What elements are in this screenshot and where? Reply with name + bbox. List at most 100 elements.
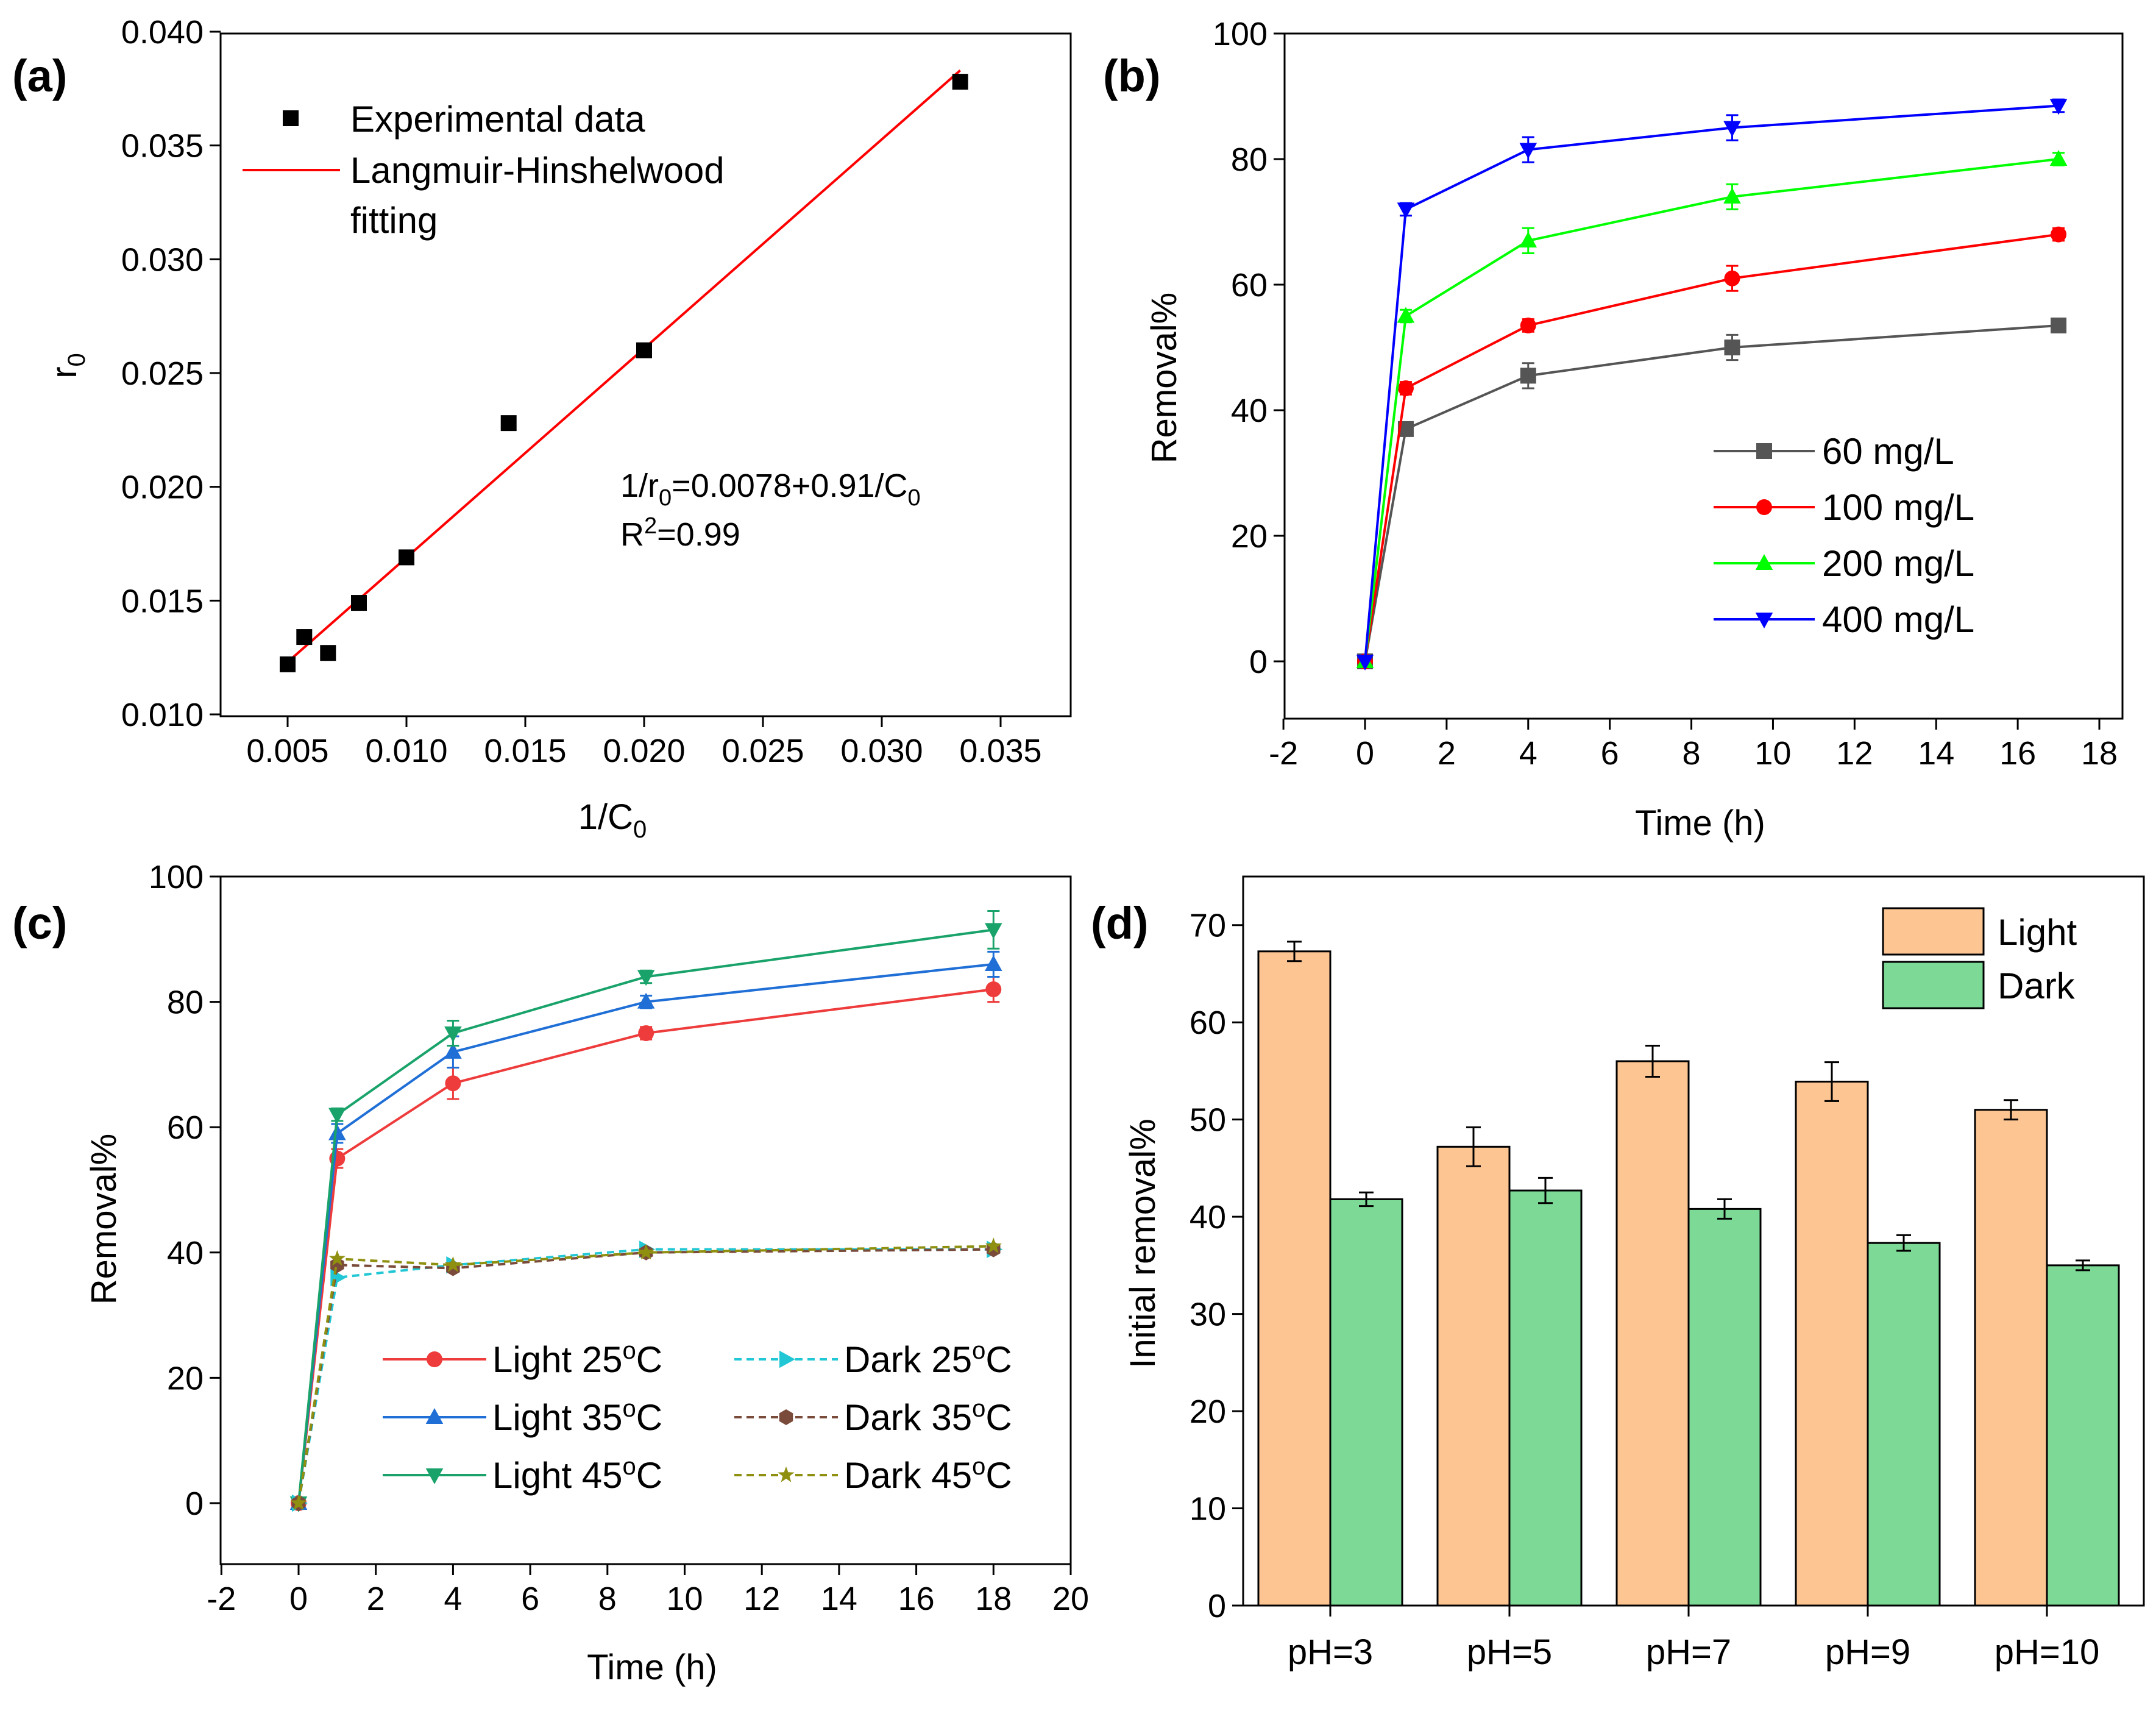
- x-tick-label: 0.030: [840, 733, 923, 769]
- legend-light: Light: [1998, 912, 2077, 953]
- x-tick-label: 14: [821, 1581, 857, 1617]
- x-axis-label: 1/C0: [578, 797, 647, 843]
- data-point: [1520, 317, 1536, 333]
- legend-marker-experimental: [283, 110, 299, 126]
- data-point: [500, 415, 517, 432]
- x-tick-label: 4: [1519, 735, 1537, 772]
- series-line: [297, 1245, 994, 1504]
- series-line: [1364, 158, 2059, 662]
- panel-a: (a) 0.005 0.010 0.015 0.020 0.025 0.030 0.035 0…: [12, 14, 1072, 843]
- data-point: [1519, 143, 1537, 159]
- legend-swatch-dark: [1882, 961, 1985, 1009]
- data-point: [328, 1250, 346, 1266]
- legend-label: Dark 35oC: [844, 1395, 1012, 1438]
- y-tick-label: 10: [1190, 1491, 1226, 1528]
- fit-equation: 1/r0=0.0078+0.91/C0: [620, 468, 921, 511]
- y-axis-label: Removal%: [1144, 293, 1184, 463]
- y-axis-label: Removal%: [84, 1134, 124, 1304]
- panel-d: (d) 0 10 20 30 40 50 60 70 pH=3 pH=5 pH=7 pH=9 pH=1…: [1091, 875, 2145, 1672]
- x-tick-label: 18: [2081, 735, 2118, 772]
- legend-marker: [779, 1409, 793, 1425]
- data-point: [296, 629, 313, 646]
- legend-marker: [1755, 612, 1773, 628]
- data-point: [1519, 231, 1537, 247]
- y-tick-label: 20: [167, 1360, 204, 1396]
- legend-experimental: Experimental data: [350, 99, 645, 140]
- data-point: [351, 595, 367, 611]
- y-tick-label: 100: [149, 859, 204, 895]
- legend-marker: [425, 1468, 444, 1484]
- bar-dark: [1687, 1208, 1762, 1607]
- x-axis-label: Time (h): [1635, 803, 1765, 843]
- y-tick-label: 20: [1231, 518, 1268, 555]
- x-tick-label: 0.025: [722, 733, 804, 769]
- legend-marker: [425, 1408, 444, 1425]
- y-tick-label: 0.015: [121, 583, 204, 619]
- y-tick-label: 100: [1213, 16, 1268, 52]
- y-tick-label: 70: [1190, 908, 1226, 944]
- panel-a-label: (a): [12, 51, 67, 101]
- y-tick-label: 0.020: [121, 469, 204, 506]
- x-tick-label: 0.015: [484, 733, 566, 769]
- data-point: [1397, 202, 1415, 219]
- data-point: [444, 1026, 462, 1042]
- x-tick-label: 0.010: [365, 733, 447, 769]
- x-tick-label: pH=10: [1995, 1632, 2100, 1672]
- data-point: [290, 1494, 307, 1510]
- x-tick-label: 6: [521, 1581, 539, 1617]
- data-point: [636, 342, 652, 358]
- x-axis-label: Time (h): [587, 1648, 717, 1687]
- y-tick-label: 0: [1208, 1588, 1226, 1624]
- data-point: [1724, 340, 1740, 355]
- x-tick-label: -2: [1269, 735, 1298, 772]
- y-tick-label: 40: [167, 1235, 204, 1272]
- bar-dark: [1508, 1189, 1583, 1607]
- data-point: [1397, 307, 1415, 323]
- series-60-mg/L: [1357, 317, 2067, 669]
- x-tick-label: pH=9: [1825, 1632, 1910, 1672]
- x-tick-label: 10: [666, 1581, 703, 1617]
- bar-dark: [1867, 1242, 1941, 1607]
- x-tick-label: 20: [1052, 1581, 1089, 1617]
- x-tick-label: 12: [1836, 735, 1873, 772]
- data-point: [985, 955, 1002, 971]
- panel-c: (c) -2 0 2 4 6 8 10 12 14 16 18 20 0 20 40 60 80 100 Ligh…: [12, 859, 1089, 1687]
- x-tick-label: 18: [975, 1581, 1012, 1617]
- legend-label: 60 mg/L: [1822, 431, 1954, 472]
- x-tick-label: 8: [1683, 735, 1701, 772]
- data-point: [985, 981, 1002, 998]
- data-point: [444, 1042, 462, 1059]
- x-tick-label: 16: [898, 1581, 935, 1617]
- y-tick-label: 0: [1249, 644, 1268, 680]
- data-point: [637, 1243, 654, 1260]
- y-tick-label: 60: [1190, 1005, 1226, 1041]
- data-point: [638, 1025, 654, 1041]
- legend-label: 200 mg/L: [1822, 543, 1974, 584]
- x-tick-label: 0.020: [603, 733, 685, 769]
- y-tick-label: 30: [1190, 1297, 1226, 1333]
- x-tick-label: -2: [207, 1581, 236, 1617]
- x-tick-label: pH=5: [1467, 1632, 1552, 1672]
- data-point: [2051, 226, 2067, 243]
- y-axis-label: r0: [44, 353, 90, 379]
- data-point: [637, 992, 655, 1009]
- x-tick-label: 0.035: [959, 733, 1041, 769]
- y-tick-label: 0.030: [121, 241, 204, 278]
- x-tick-label: 0: [1356, 735, 1374, 772]
- y-tick-label: 0.035: [121, 128, 204, 165]
- x-tick-label: 2: [367, 1581, 385, 1617]
- series-Light-45: [289, 910, 1002, 1512]
- data-point: [2049, 99, 2068, 115]
- data-point: [1397, 380, 1414, 396]
- legend-marker: [1756, 499, 1772, 515]
- series-line: [1364, 233, 2059, 662]
- x-tick-label: 14: [1918, 735, 1954, 772]
- legend-fit-2: fitting: [350, 200, 438, 241]
- y-tick-label: 20: [1190, 1393, 1226, 1430]
- data-point: [637, 970, 655, 986]
- bar-dark: [1329, 1198, 1403, 1607]
- y-tick-label: 80: [1231, 141, 1268, 178]
- legend-swatch-light: [1882, 907, 1985, 956]
- legend-label: Light 35oC: [492, 1395, 662, 1438]
- y-axis-label: Initial removal%: [1123, 1119, 1163, 1368]
